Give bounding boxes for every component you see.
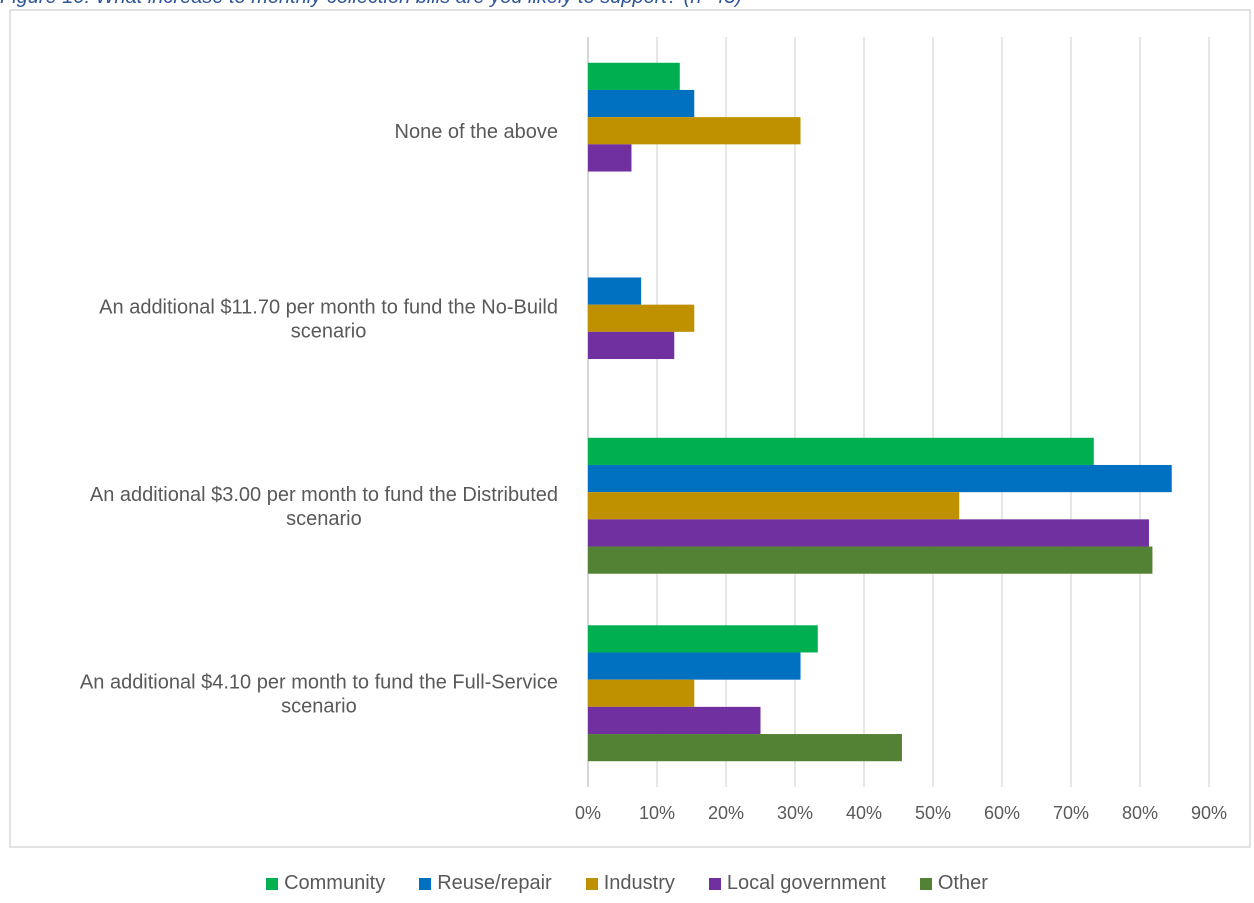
- x-axis-ticks: 0% 10% 20% 30% 40% 50% 60% 70% 80% 90%: [575, 803, 1227, 823]
- x-tick-label: 40%: [846, 803, 882, 823]
- bar-reuse-repair: [588, 652, 801, 680]
- bar-industry: [588, 304, 695, 332]
- category-label: An additional $4.10 per month to fund th…: [80, 671, 558, 693]
- bar-reuse-repair: [588, 464, 1172, 493]
- bar-other: [588, 546, 1153, 574]
- legend-label: Local government: [726, 872, 886, 894]
- legend-swatch: [708, 877, 721, 890]
- legend-swatch: [266, 877, 279, 890]
- x-tick-label: 0%: [575, 803, 601, 823]
- legend-item: Reuse/repair: [419, 872, 552, 895]
- x-tick-label: 20%: [708, 803, 744, 823]
- bar-reuse-repair: [588, 89, 695, 118]
- bar-local-government: [588, 331, 675, 360]
- x-tick-label: 70%: [1053, 803, 1089, 823]
- bar-local-government: [588, 519, 1149, 547]
- legend-item: Local government: [708, 872, 886, 895]
- legend-label: Community: [284, 872, 386, 894]
- bar-community: [588, 437, 1094, 465]
- category-label: None of the above: [395, 121, 558, 143]
- category-label: An additional $11.70 per month to fund t…: [99, 296, 558, 318]
- legend-item: Industry: [585, 872, 675, 895]
- legend-swatch: [585, 877, 598, 890]
- bar-reuse-repair: [588, 277, 642, 305]
- legend-swatch: [419, 877, 432, 890]
- x-tick-label: 30%: [777, 803, 813, 823]
- bar-industry: [588, 492, 960, 520]
- legend-label: Reuse/repair: [437, 872, 552, 894]
- bar-other: [588, 734, 902, 762]
- legend: Community Reuse/repair Industry Local gover…: [0, 872, 1254, 895]
- category-label: scenario: [281, 695, 357, 717]
- legend-label: Other: [937, 872, 988, 894]
- category-label: scenario: [291, 320, 367, 342]
- legend-swatch: [919, 877, 932, 890]
- legend-item: Other: [919, 872, 988, 895]
- x-tick-label: 60%: [984, 803, 1020, 823]
- legend-label: Industry: [603, 872, 675, 894]
- x-tick-label: 80%: [1122, 803, 1158, 823]
- category-labels: None of the above An additional $11.70 pe…: [80, 121, 558, 718]
- bar-community: [588, 62, 680, 90]
- legend-item: Community: [266, 872, 385, 895]
- x-tick-label: 90%: [1191, 803, 1227, 823]
- bar-community: [588, 625, 818, 653]
- bar-industry: [588, 117, 801, 145]
- bar-local-government: [588, 144, 632, 172]
- figure-caption: Figure 10: What increase to monthly coll…: [0, 0, 742, 9]
- bars: [588, 62, 1172, 762]
- category-label: An additional $3.00 per month to fund th…: [90, 484, 558, 506]
- x-tick-label: 10%: [639, 803, 675, 823]
- category-label: scenario: [286, 508, 362, 530]
- x-tick-label: 50%: [915, 803, 951, 823]
- bar-local-government: [588, 706, 761, 735]
- bar-industry: [588, 679, 695, 707]
